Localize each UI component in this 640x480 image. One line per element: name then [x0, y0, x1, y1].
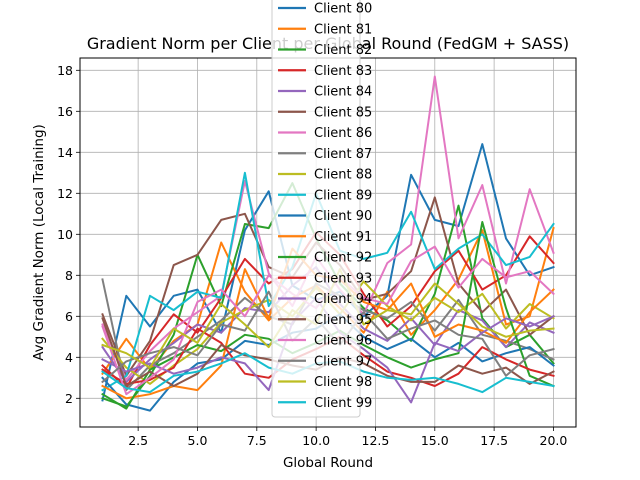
- x-tick-label: 12.5: [362, 433, 390, 448]
- legend-entry-label: Client 85: [314, 105, 372, 120]
- x-axis-label: Global Round: [283, 455, 373, 471]
- legend-box: [271, 0, 361, 418]
- x-tick-label: 7.5: [247, 433, 267, 448]
- legend-entry-label: Client 96: [314, 334, 372, 349]
- legend-entry-label: Client 91: [314, 230, 372, 245]
- x-tick-label: 17.5: [480, 433, 508, 448]
- legend-entry-label: Client 86: [314, 126, 372, 141]
- y-tick-label: 14: [57, 145, 73, 160]
- legend-entry-label: Client 84: [314, 85, 372, 100]
- legend-entry-label: Client 83: [314, 64, 372, 79]
- y-tick-label: 2: [65, 391, 73, 406]
- legend-entry-label: Client 97: [314, 354, 372, 369]
- x-tick-label: 15.0: [421, 433, 449, 448]
- legend-entry-label: Client 93: [314, 271, 372, 286]
- x-tick-label: 2.5: [128, 433, 148, 448]
- legend-entry-label: Client 98: [314, 375, 372, 390]
- y-tick-label: 6: [65, 309, 73, 324]
- y-tick-label: 4: [65, 350, 73, 365]
- tick-layer: 2.5 5.0 7.5 10.0 12.5 15.0 17.5 20.0 2 4 6 8 10 12 14 1…: [57, 63, 567, 448]
- legend-entry-label: Client 94: [314, 292, 372, 307]
- y-tick-label: 16: [57, 104, 73, 119]
- legend-entry-label: Client 80: [314, 2, 372, 17]
- legend-entry-label: Client 92: [314, 251, 372, 266]
- y-axis-label: Avg Gradient Norm (Local Training): [31, 124, 47, 361]
- y-tick-label: 18: [57, 63, 73, 78]
- y-tick-label: 8: [65, 268, 73, 283]
- legend: Client 80 Client 81 Client 82 Client 83 Clie…: [271, 0, 372, 418]
- legend-entry-label: Client 90: [314, 209, 372, 224]
- y-tick-label: 10: [57, 227, 73, 242]
- legend-entry-label: Client 87: [314, 147, 372, 162]
- legend-entry-label: Client 88: [314, 168, 372, 183]
- legend-entry-label: Client 82: [314, 43, 372, 58]
- legend-entry-label: Client 99: [314, 396, 372, 411]
- x-tick-label: 10.0: [302, 433, 330, 448]
- legend-entry-label: Client 81: [314, 22, 372, 37]
- legend-entry-label: Client 95: [314, 313, 372, 328]
- x-tick-label: 20.0: [540, 433, 568, 448]
- y-tick-label: 12: [57, 186, 73, 201]
- x-tick-label: 5.0: [188, 433, 208, 448]
- legend-entry-label: Client 89: [314, 188, 372, 203]
